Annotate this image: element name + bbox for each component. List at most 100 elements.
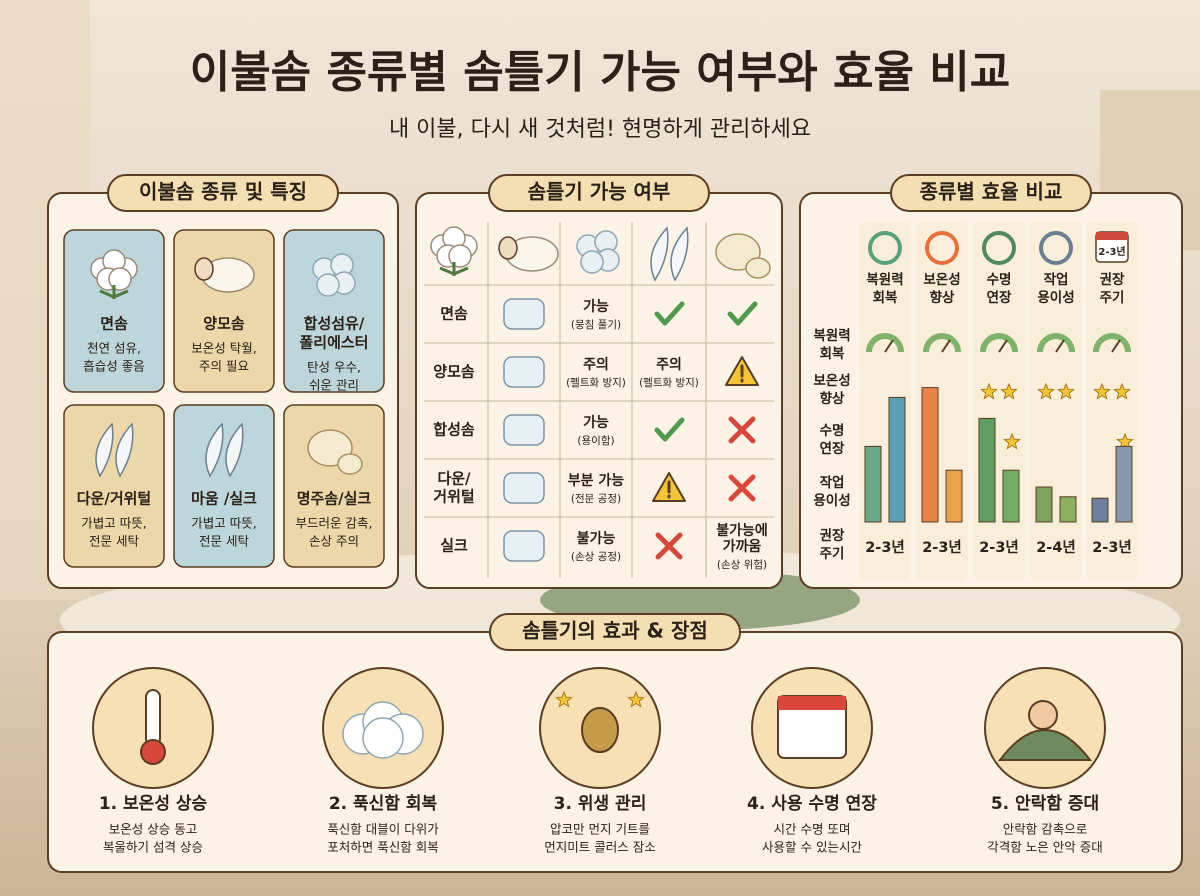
row-name: 거위털: [433, 488, 474, 506]
effect-desc: 복울하기 섬격 상승: [103, 840, 203, 855]
cell-main: 불가능에: [716, 523, 768, 539]
cell-sub: (펠트화 방지): [639, 377, 699, 389]
effect-title: 5. 안락함 증대: [991, 793, 1099, 814]
column-label: 연장: [987, 289, 1012, 306]
feather-icon: [115, 422, 134, 478]
column-icon: [925, 231, 959, 265]
cocoon-icon: [337, 453, 363, 475]
process-icon: [503, 530, 545, 562]
cotton-icon: [448, 244, 472, 268]
gauge: [923, 333, 961, 353]
cell-main: 가능: [583, 415, 609, 431]
column-label: 작업: [1044, 271, 1069, 288]
type-name: 폴리에스터: [299, 334, 368, 352]
process-icon: [503, 298, 545, 330]
row-label: 주기: [820, 546, 845, 562]
row-name: 면솜: [440, 305, 468, 323]
sheep-head: [194, 257, 214, 281]
calendar-top: [1096, 232, 1128, 240]
cell-main: 주의: [656, 356, 682, 373]
column-label: 용이성: [1037, 289, 1074, 306]
sleeper: [997, 729, 1093, 761]
heading-pill: [890, 174, 1092, 212]
star: [627, 690, 645, 708]
gauge: [1037, 333, 1075, 353]
effect-title: 1. 보온성 상승: [99, 794, 208, 814]
bar: [1091, 497, 1109, 523]
type-desc: 전문 세탁: [199, 534, 249, 549]
feather-icon: [205, 422, 224, 478]
title: 이불솜 종류별 솜틀기 가능 여부와 효율 비교: [190, 47, 1011, 98]
type-desc: 가볍고 따뜻,: [81, 516, 146, 531]
cloud: [362, 717, 404, 759]
effect-desc: 보온성 상승 동고: [109, 822, 197, 837]
type-name: 합성섬유/: [304, 315, 365, 333]
cycle-value: 2-3년: [1092, 539, 1132, 556]
process-icon: [503, 472, 545, 504]
effect-desc: 압코만 먼지 기트를: [550, 822, 650, 837]
fiber-icon: [316, 273, 340, 297]
effect-desc: 시간 수명 또며: [774, 822, 851, 837]
feather-icon: [225, 422, 244, 478]
bar: [1059, 496, 1077, 523]
panel-heading: 이불솜 종류 및 특징: [139, 180, 307, 204]
type-desc: 주의 필요: [199, 359, 249, 374]
calendar-top: [778, 696, 846, 710]
effect-title: 3. 위생 관리: [554, 794, 647, 814]
row-label: 복원력: [813, 328, 850, 344]
star: [1000, 382, 1018, 400]
process-icon: [503, 414, 545, 446]
calendar-label: 2-3년: [1098, 245, 1125, 258]
panel-heading: 솜틀기의 효과 & 장점: [522, 619, 708, 643]
star: [1093, 382, 1111, 400]
cell-main: 가능: [583, 299, 609, 315]
column-icon: [868, 231, 902, 265]
bar: [921, 387, 939, 523]
type-desc: 가볍고 따뜻,: [191, 516, 256, 531]
cell-sub: (손상 공정): [571, 551, 621, 563]
column-label: 보온성: [923, 272, 960, 288]
feather-icon: [650, 226, 669, 282]
check-icon: [654, 417, 685, 442]
type-desc: 천연 섬유,: [87, 341, 141, 356]
type-card: [63, 229, 165, 393]
type-desc: 흡습성 좋음: [83, 359, 144, 374]
gauge-needle: [1111, 339, 1121, 353]
effect-desc: 각격함 노은 안악 증대: [987, 840, 1102, 855]
process-icon: [503, 356, 545, 388]
thermometer-bulb: [140, 739, 166, 765]
row-name: 양모솜: [433, 363, 475, 381]
row-label: 권장: [820, 527, 845, 544]
cycle-value: 2-3년: [865, 539, 905, 556]
row-name: 다운/: [437, 470, 471, 488]
type-desc: 탄성 우수,: [307, 360, 361, 375]
row-label: 연장: [820, 440, 845, 457]
bar: [1002, 469, 1020, 523]
cross-icon: [728, 416, 756, 444]
effect-title: 2. 푹신함 회복: [329, 793, 438, 814]
column-label: 향상: [930, 289, 955, 306]
column-label: 주기: [1100, 290, 1125, 306]
gauge: [1093, 333, 1131, 353]
feather-icon: [95, 422, 114, 478]
star: [1057, 382, 1075, 400]
row-name: 합성솜: [433, 421, 475, 439]
cycle-value: 2-3년: [922, 539, 962, 556]
row-label: 향상: [820, 390, 845, 407]
type-desc: 부드러운 감촉,: [296, 516, 373, 531]
row-name: 실크: [440, 537, 468, 555]
bar: [978, 417, 996, 523]
effect-desc: 먼지미트 콜러스 잠소: [544, 840, 655, 855]
effect-desc: 사용할 수 있는시간: [762, 840, 862, 855]
mite: [581, 707, 619, 753]
star: [1116, 432, 1134, 450]
cell-main: 주의: [583, 356, 609, 373]
cycle-value: 2-4년: [1036, 539, 1076, 556]
bar: [1035, 486, 1053, 523]
type-name: 명주솜/실크: [297, 490, 372, 508]
heading-pill: [107, 174, 339, 212]
bar: [864, 445, 882, 523]
stem-icon: [439, 262, 469, 276]
column-label: 권장: [1100, 271, 1125, 288]
